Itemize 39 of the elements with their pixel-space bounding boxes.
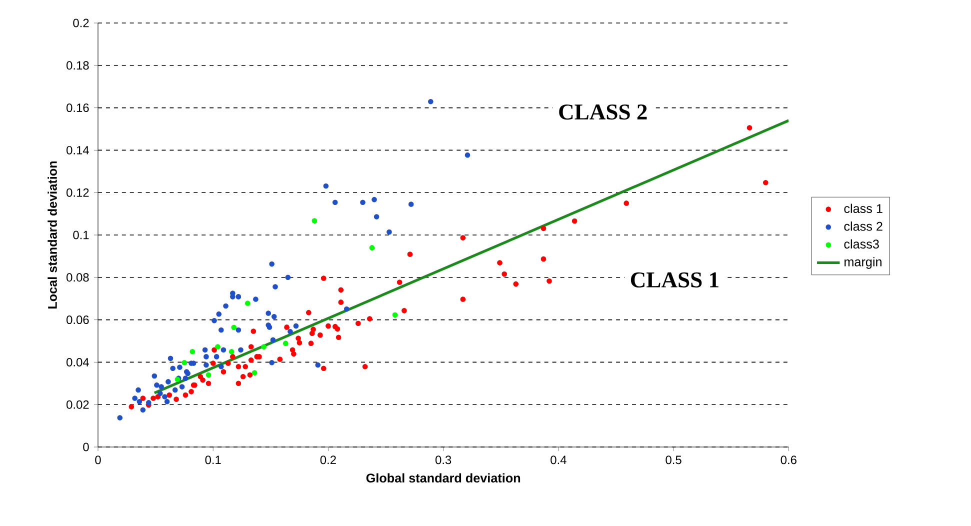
y-tick-label: 0.14 [66,146,89,154]
point [392,312,398,318]
x-tick-label: 0 [95,456,101,464]
point [228,348,234,354]
legend-label: class 1 [844,204,882,214]
point [282,340,288,346]
x-tick-label: 0.1 [205,456,221,464]
x-tick-label: 0.6 [780,456,796,464]
point [206,372,212,378]
x-tick-label: 0.5 [666,456,682,464]
x-axis-title: Global standard deviation [366,473,520,483]
point [369,245,375,250]
point [312,218,318,224]
legend-label: class3 [844,239,879,249]
point [261,344,266,350]
y-tick-label: 0.04 [66,358,89,366]
y-tick-label: 0.2 [73,18,89,28]
annotation: CLASS 1 [630,272,718,288]
y-tick-label: 0.06 [66,316,89,324]
annotation: CLASS 2 [559,104,647,120]
y-axis-title: Local standard deviation [48,161,57,308]
y-tick-label: 0.18 [66,61,89,70]
x-tick-label: 0.4 [550,456,566,464]
legend-label: class 2 [844,222,882,231]
y-tick-label: 0.08 [66,273,89,282]
y-tick-label: 0.16 [66,104,89,112]
point [182,360,187,366]
point [231,324,236,330]
x-tick-label: 0.2 [320,456,336,464]
point [190,348,196,354]
y-tick-label: 0.02 [66,400,89,409]
legend-label: margin [844,257,882,269]
y-tick-label: 0.12 [66,188,89,197]
x-tick-label: 0.3 [435,456,452,464]
point [215,344,220,350]
point [244,300,250,306]
point [252,370,258,376]
y-tick-label: 0.1 [73,230,89,240]
y-tick-label: 0 [83,442,89,452]
